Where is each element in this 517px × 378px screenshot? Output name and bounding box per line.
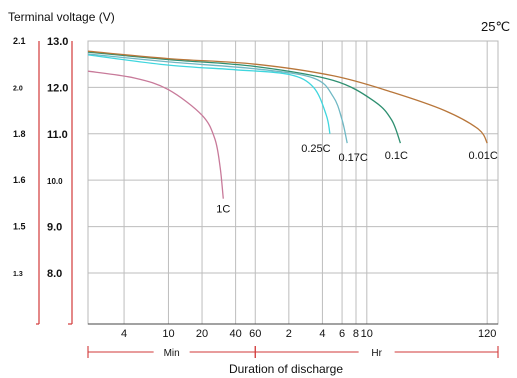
series-label: 1C xyxy=(216,204,230,216)
x-tick-label: 60 xyxy=(249,328,261,340)
cell-voltage-tick: 1.3 xyxy=(13,271,23,278)
x-tick-label: 40 xyxy=(229,328,241,340)
x-unit-brackets: Min Hr xyxy=(87,346,499,359)
series-lines xyxy=(87,50,488,199)
cell-voltage-tick: 1.8 xyxy=(13,129,26,139)
plot-border xyxy=(87,40,499,325)
unit-label: Min xyxy=(164,348,180,359)
grid xyxy=(88,40,498,324)
x-ticks: 4 10 20 40 60 2 4 6 8 10 120 xyxy=(121,328,496,340)
voltage-tick: 11.0 xyxy=(47,129,68,141)
series-line xyxy=(87,51,402,144)
x-tick-label: 10 xyxy=(162,328,174,340)
series-line xyxy=(87,54,331,134)
x-tick-label: 4 xyxy=(121,328,127,340)
series-line xyxy=(87,53,348,144)
series-line xyxy=(87,50,488,144)
y-axis-title: Terminal voltage (V) xyxy=(8,10,115,24)
voltage-tick: 12.0 xyxy=(47,82,68,94)
cell-voltage-tick: 1.5 xyxy=(13,222,26,232)
series-label: 0.17C xyxy=(338,152,367,164)
series-label: 0.1C xyxy=(385,150,408,162)
series-label: 0.01C xyxy=(469,150,498,162)
unit-label-backdrop xyxy=(358,346,395,358)
x-tick-label: 20 xyxy=(196,328,208,340)
x-tick-label: 10 xyxy=(361,328,373,340)
x-tick-label: 4 xyxy=(319,328,325,340)
voltage-tick: 9.0 xyxy=(47,222,62,234)
x-tick-label: 120 xyxy=(478,328,496,340)
voltage-tick: 8.0 xyxy=(47,268,62,280)
cell-voltage-tick: 1.6 xyxy=(13,175,26,185)
voltage-scale: 13.0 12.0 11.0 10.0 9.0 8.0 xyxy=(47,36,73,325)
unit-label: Hr xyxy=(371,348,382,359)
x-tick-label: 8 xyxy=(353,328,359,340)
temperature-label: 25℃ xyxy=(481,19,510,34)
series-labels: 1C 0.25C 0.17C 0.1C 0.01C xyxy=(216,143,498,216)
cell-voltage-scale: 2.1 2.0 1.8 1.6 1.5 1.3 xyxy=(13,36,40,325)
x-tick-label: 6 xyxy=(339,328,345,340)
x-tick-label: 2 xyxy=(286,328,292,340)
cell-voltage-tick: 2.1 xyxy=(13,36,26,46)
cell-voltage-tick: 2.0 xyxy=(13,85,23,92)
series-label: 0.25C xyxy=(301,143,330,155)
voltage-tick: 10.0 xyxy=(47,177,63,186)
series-line xyxy=(87,70,224,199)
x-axis-title: Duration of discharge xyxy=(229,362,343,376)
plot-frame xyxy=(87,40,499,325)
unit-label-backdrop xyxy=(153,346,190,358)
voltage-tick: 13.0 xyxy=(47,36,68,48)
